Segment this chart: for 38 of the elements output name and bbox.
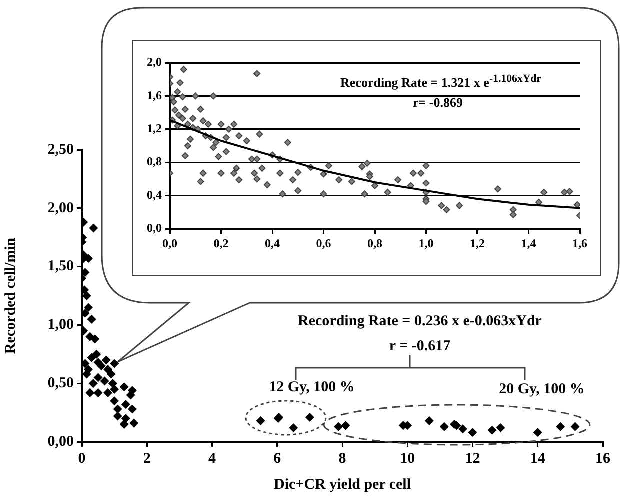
annotation: r= -0.869 [412, 95, 464, 111]
y-tick-label: 1,6 [147, 88, 162, 102]
x-tick-label: 4 [208, 450, 216, 467]
x-tick-label: 8 [338, 450, 346, 467]
y-tick-label: 2,0 [147, 55, 162, 70]
y-tick-label: 0,4 [147, 188, 162, 202]
y-tick-label: 1,50 [48, 258, 74, 275]
x-tick-label: 16 [596, 450, 611, 467]
x-tick-label: 0,4 [265, 236, 280, 250]
y-tick-label: 0,0 [147, 221, 162, 236]
x-tick-label: 12 [465, 450, 480, 467]
y-tick-label: 2,50 [48, 142, 74, 158]
annotation: Recording Rate = 0.236 x e-0.063xYdr [298, 314, 542, 330]
y-axis-title: Recorded cell/min [2, 237, 19, 354]
x-tick-label: 6 [274, 450, 282, 467]
y-tick-label: 0,50 [48, 375, 74, 392]
x-tick-label: 1,6 [572, 236, 588, 250]
x-tick-label: 0,0 [162, 236, 178, 250]
x-tick-label: 1,2 [470, 236, 485, 250]
annotation: 20 Gy, 100 % [499, 382, 585, 398]
y-tick-label: 1,2 [147, 121, 162, 136]
x-tick-label: 1,4 [521, 236, 536, 250]
x-tick-label: 14 [530, 450, 546, 467]
y-tick-label: 2,00 [48, 200, 74, 216]
annotation: Recording Rate = 1.321 x e$^{-1.106xYdr}$ [340, 72, 542, 92]
x-tick-label: 0,6 [316, 236, 332, 250]
y-tick-label: 0,8 [147, 154, 162, 169]
x-axis-title: Dic+CR yield per cell [274, 476, 411, 493]
x-tick-label: 0,8 [368, 236, 382, 250]
x-tick-label: 0,2 [214, 236, 229, 250]
y-tick-label: 0,00 [48, 434, 74, 450]
x-tick-label: 0 [78, 450, 86, 467]
y-tick-label: 1,00 [48, 317, 74, 334]
x-tick-label: 10 [400, 450, 416, 467]
x-tick-label: 2 [143, 450, 151, 467]
annotation: r = -0.617 [389, 338, 451, 356]
annotation: 12 Gy, 100 % [269, 380, 355, 396]
x-tick-label: 1,0 [418, 236, 434, 250]
